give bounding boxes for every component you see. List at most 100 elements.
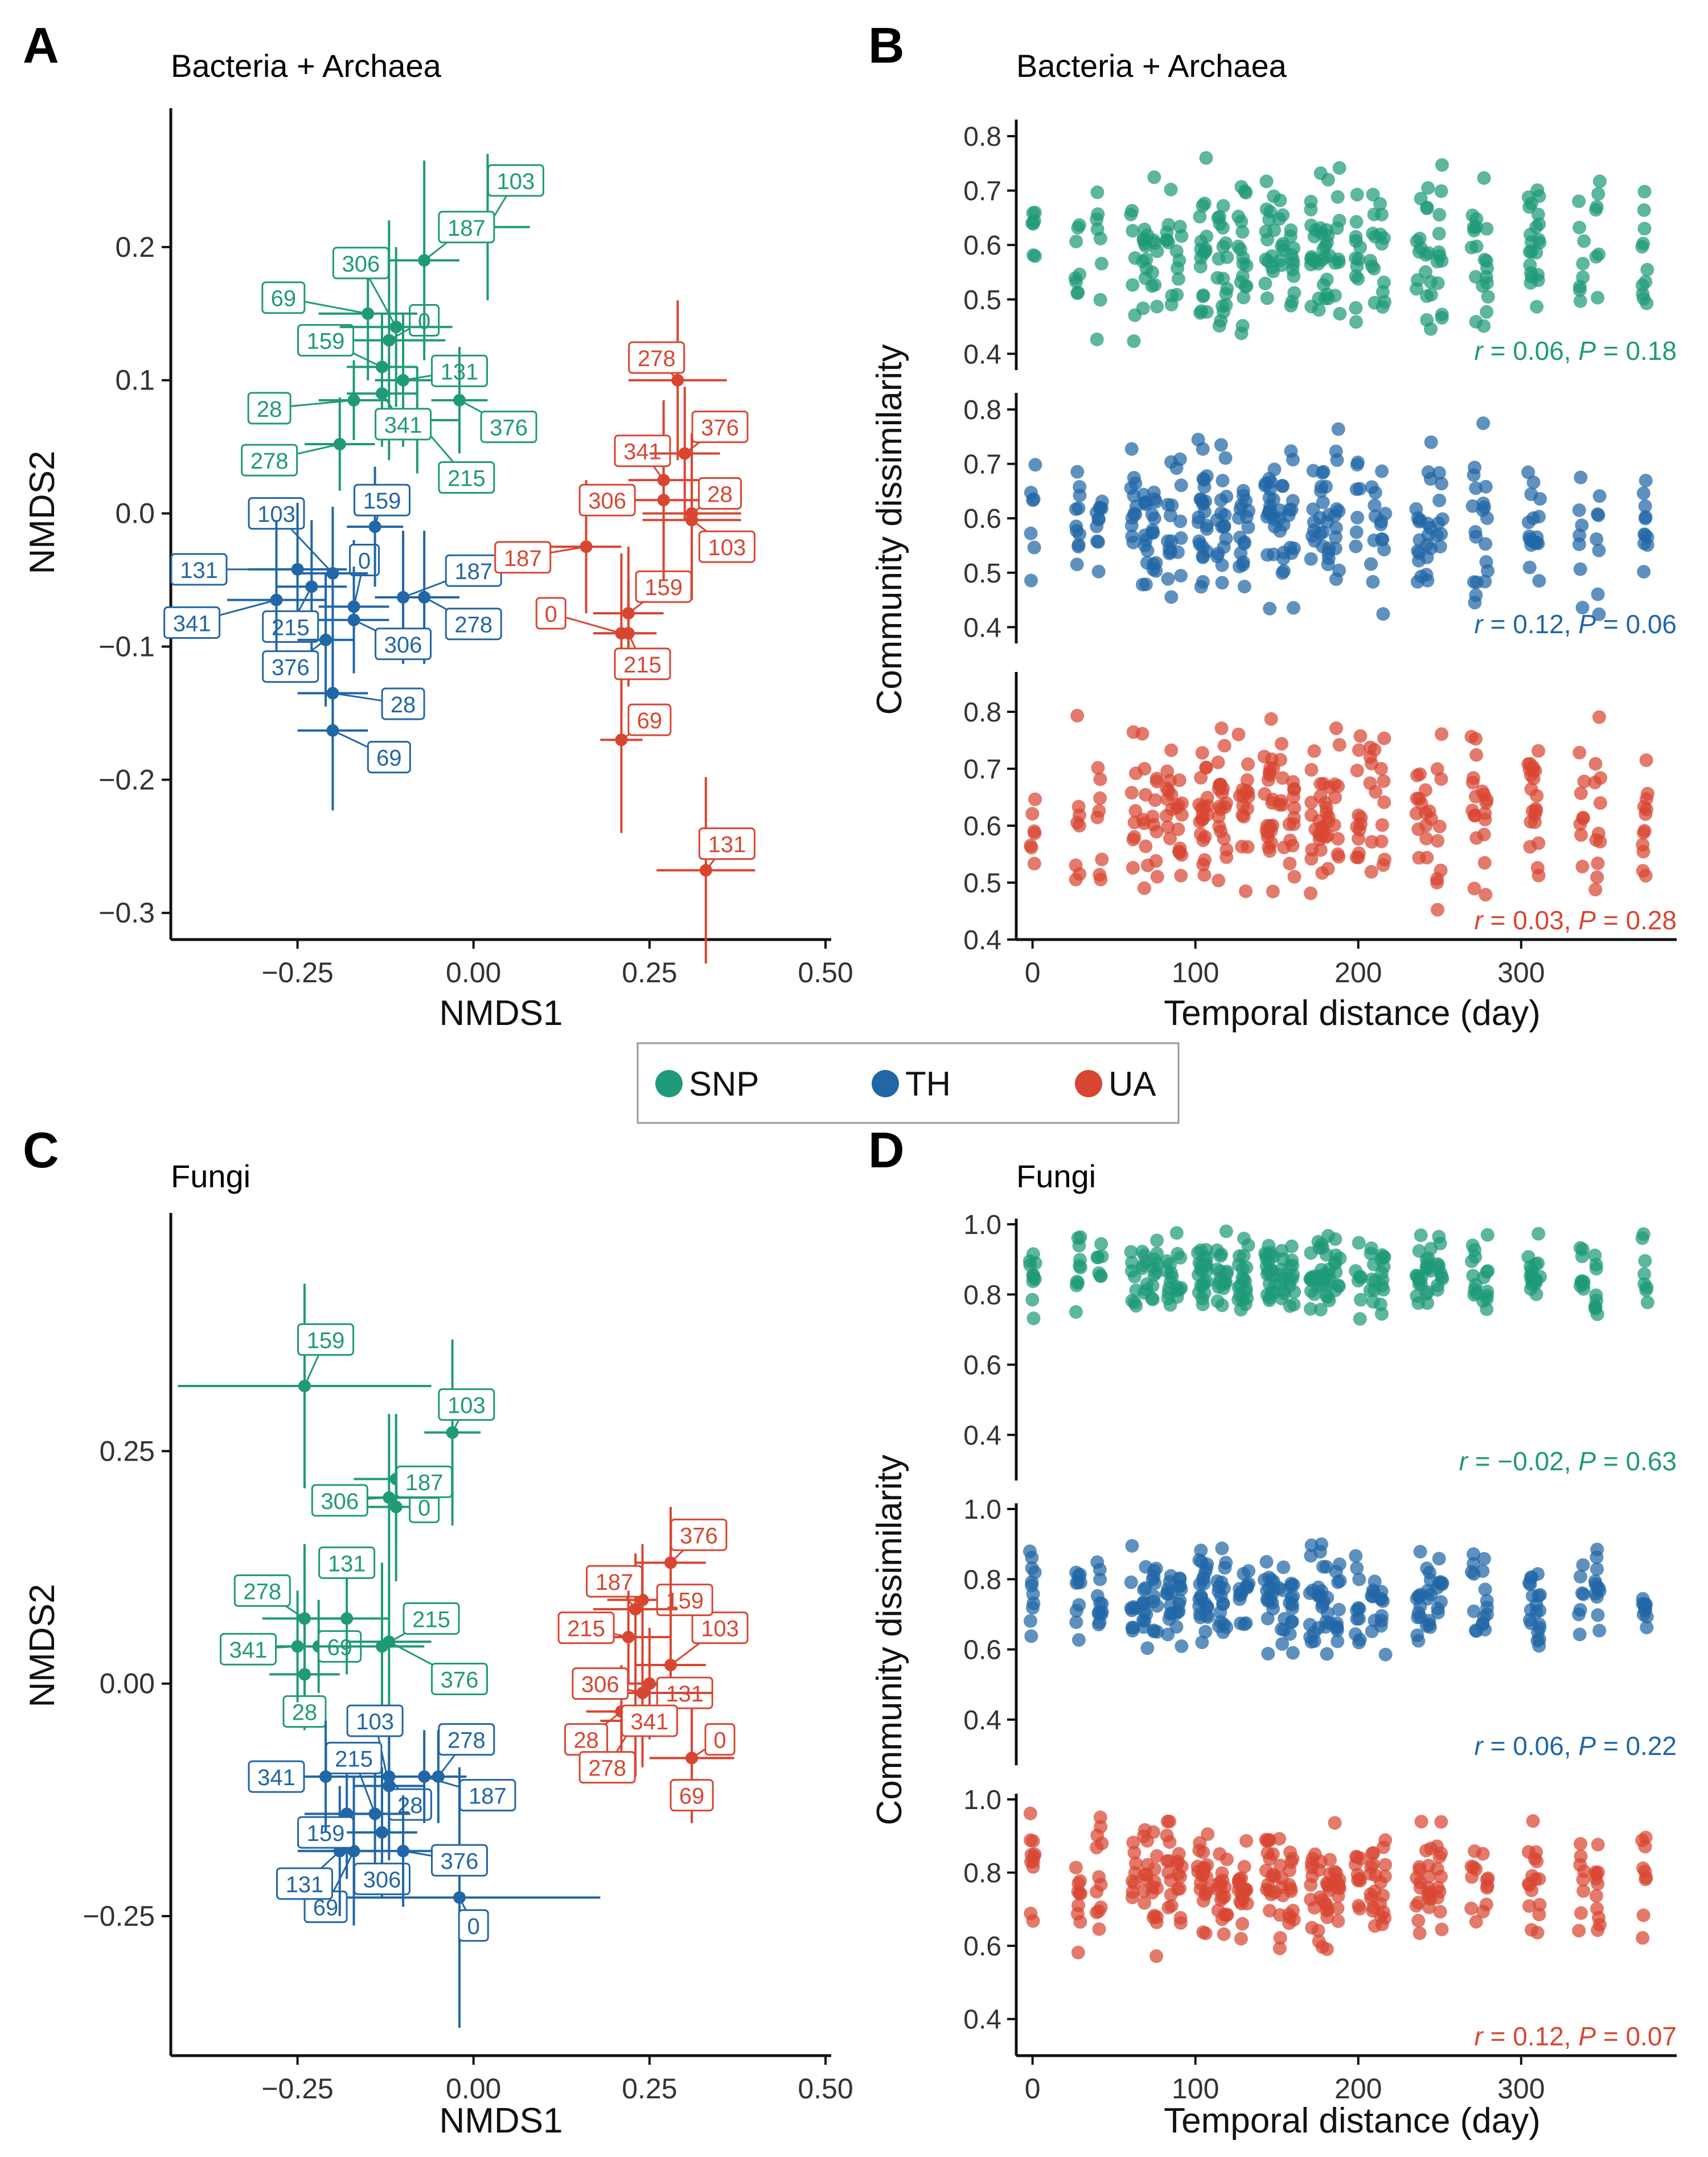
dissimilarity-point (1639, 753, 1653, 768)
dissimilarity-point (1216, 299, 1230, 313)
dissimilarity-point (1071, 501, 1086, 515)
dissimilarity-point (1093, 772, 1107, 786)
point-label: 159 (307, 1328, 345, 1353)
dissimilarity-point (1479, 888, 1493, 902)
dissimilarity-point (1431, 903, 1445, 917)
point-label: 306 (363, 1868, 401, 1893)
dissimilarity-point (1169, 1226, 1184, 1240)
dissimilarity-point (1260, 291, 1274, 305)
panel-b-xlabel: Temporal distance (day) (1164, 994, 1541, 1033)
dissimilarity-point (1467, 881, 1481, 896)
dissimilarity-point (1028, 206, 1042, 220)
dissimilarity-point (1588, 883, 1603, 897)
dissimilarity-point (1328, 790, 1342, 805)
dissimilarity-point (1331, 1575, 1345, 1589)
dissimilarity-point (1216, 474, 1230, 488)
dissimilarity-point (1349, 1549, 1363, 1563)
point-label: 131 (708, 833, 746, 858)
dissimilarity-point (1149, 556, 1163, 570)
dissimilarity-point (1592, 174, 1607, 188)
point-label: 278 (454, 613, 492, 638)
dissimilarity-point (1593, 796, 1607, 810)
point-label: 341 (630, 1709, 668, 1734)
dissimilarity-point (1139, 1607, 1153, 1621)
dissimilarity-point (1199, 1258, 1213, 1272)
y-tick-label: 0.6 (963, 1932, 1001, 1962)
point-label: 341 (623, 440, 662, 465)
dissimilarity-point (1126, 1835, 1140, 1850)
dissimilarity-point (1124, 1264, 1139, 1278)
dissimilarity-point (1071, 1945, 1085, 1959)
point-label: 376 (701, 416, 739, 441)
dissimilarity-point (1094, 1607, 1108, 1621)
dissimilarity-point (1531, 1567, 1545, 1581)
dissimilarity-point (1095, 1597, 1109, 1611)
dissimilarity-point (1638, 1839, 1652, 1853)
dissimilarity-point (1364, 557, 1378, 571)
dissimilarity-point (1027, 824, 1041, 838)
dissimilarity-point (1374, 207, 1389, 222)
dissimilarity-point (1220, 1852, 1234, 1867)
dissimilarity-point (1374, 762, 1388, 776)
point-label-box (353, 483, 410, 516)
dissimilarity-point (1464, 729, 1479, 744)
dissimilarity-point (1126, 224, 1140, 238)
dissimilarity-point (1479, 254, 1493, 268)
dissimilarity-point (1276, 1560, 1291, 1574)
dissimilarity-point (1376, 1888, 1390, 1902)
dissimilarity-point (1363, 740, 1377, 754)
dissimilarity-point (1217, 520, 1231, 534)
dissimilarity-point (1146, 818, 1160, 832)
dissimilarity-point (1286, 838, 1300, 852)
dissimilarity-point (1198, 1888, 1213, 1902)
dissimilarity-point (1200, 305, 1214, 319)
dissimilarity-point (1591, 187, 1606, 201)
dissimilarity-point (1231, 727, 1246, 741)
dissimilarity-point (1124, 442, 1139, 456)
point-label-box (367, 741, 411, 774)
point-label: 376 (441, 1668, 479, 1693)
dissimilarity-point (1424, 288, 1438, 302)
dissimilarity-point (1430, 1839, 1444, 1853)
dissimilarity-point (1235, 225, 1250, 239)
dissimilarity-point (1530, 1925, 1545, 1939)
dissimilarity-point (1069, 1860, 1083, 1875)
dissimilarity-point (1137, 1582, 1151, 1597)
dissimilarity-point (1572, 280, 1587, 294)
dissimilarity-point (1464, 1859, 1479, 1873)
dissimilarity-point (1231, 210, 1246, 224)
dissimilarity-point (1414, 1814, 1428, 1828)
stat-r-value: = −0.02 (1468, 1446, 1564, 1476)
dissimilarity-point (1479, 537, 1493, 551)
point-label-box (170, 553, 228, 586)
dissimilarity-point (1304, 762, 1319, 777)
point-label-box (349, 543, 380, 576)
dissimilarity-point (1349, 850, 1364, 864)
y-tick-label: 1.0 (963, 1785, 1001, 1815)
point-label-box (375, 408, 432, 441)
dissimilarity-point (1318, 250, 1332, 264)
dissimilarity-point (1572, 537, 1586, 551)
dissimilarity-point (1261, 232, 1275, 247)
dissimilarity-point (1435, 727, 1449, 741)
dissimilarity-point (1465, 776, 1480, 790)
dissimilarity-point (1376, 607, 1390, 621)
dissimilarity-point (1521, 515, 1535, 530)
dissimilarity-point (1376, 858, 1390, 872)
dissimilarity-point (1468, 461, 1482, 475)
y-tick-label: 0.5 (963, 285, 1001, 315)
dissimilarity-point (1592, 543, 1606, 557)
dissimilarity-point (1216, 272, 1230, 286)
dissimilarity-point (1275, 771, 1290, 785)
dissimilarity-point (1259, 174, 1274, 188)
dissimilarity-point (1432, 493, 1447, 507)
dissimilarity-point (1373, 196, 1387, 211)
dissimilarity-point (1636, 236, 1650, 251)
point-label: 187 (504, 546, 542, 571)
dissimilarity-point (1284, 223, 1298, 237)
subplot-snp: 0.4 0.5 0.6 0.7 0.8 r = 0.06, P = 0.18 (963, 120, 1677, 370)
dissimilarity-point (1261, 1647, 1275, 1661)
dissimilarity-point (1218, 1561, 1232, 1575)
